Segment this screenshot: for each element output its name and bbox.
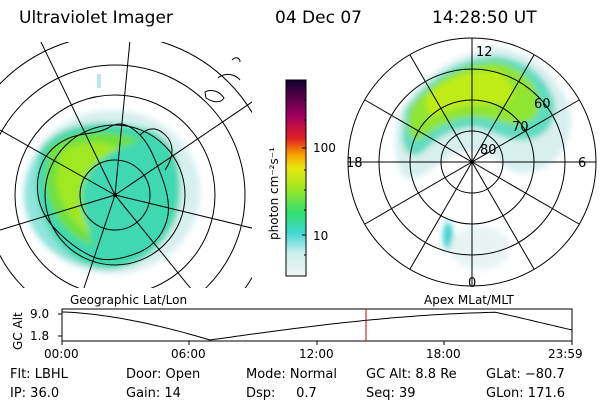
island-outline (204, 89, 225, 103)
mlt-label-0: 0 (468, 276, 477, 291)
colorbar (285, 79, 307, 277)
mlat-label-60: 60 (534, 97, 551, 112)
geographic-caption: Geographic Lat/Lon (70, 293, 188, 307)
altitude-xtick-0000: 00:00 (44, 347, 79, 361)
mlt-meridians (348, 38, 596, 286)
continent-outline (36, 123, 169, 261)
date-label: 04 Dec 07 (275, 8, 362, 28)
altitude-ylabel: GC Alt (11, 312, 25, 350)
mlat-label-70: 70 (512, 120, 529, 135)
info-gc-alt: GC Alt: 8.8 Re (366, 367, 457, 382)
altitude-xtick-2359: 23:59 (548, 347, 583, 361)
pole-marker (113, 193, 117, 197)
mlt-label-6: 6 (578, 156, 587, 171)
emission-spot (97, 74, 101, 88)
altitude-xtick-1200: 12:00 (299, 347, 334, 361)
info-door: Door: Open (126, 367, 201, 382)
mlt-label-12: 12 (476, 45, 493, 60)
altitude-plot (58, 308, 573, 345)
info-dsp: Dsp: 0.7 (246, 386, 317, 401)
info-glat: GLat: −80.7 (486, 367, 565, 382)
info-glon: GLon: 171.6 (486, 386, 566, 401)
geographic-map (0, 42, 252, 288)
mlt-label-18: 18 (346, 156, 363, 171)
altitude-x-ticks (61, 341, 573, 345)
colorbar-tick-10: 10 (313, 229, 329, 243)
altitude-xtick-0600: 06:00 (171, 347, 206, 361)
altitude-ytick-max: 9.0 (30, 307, 50, 321)
info-gain: Gain: 14 (126, 386, 181, 401)
altitude-xtick-1800: 18:00 (426, 347, 461, 361)
aurora-emission-geo (24, 110, 200, 274)
altitude-ytick-min: 1.8 (30, 329, 50, 343)
instrument-title: Ultraviolet Imager (19, 8, 173, 28)
colorbar-tick-100: 100 (313, 141, 336, 155)
magnetic-caption: Apex MLat/MLT (424, 293, 514, 307)
info-seq: Seq: 39 (366, 386, 416, 401)
aurora-emission-mag (395, 48, 571, 270)
mlat-label-80: 80 (480, 143, 497, 158)
info-ip: IP: 36.0 (10, 386, 60, 401)
info-mode: Mode: Normal (246, 367, 337, 382)
info-filter: Flt: LBHL (10, 367, 68, 382)
magnetic-map (347, 37, 597, 287)
time-label: 14:28:50 UT (432, 8, 537, 28)
altitude-curve (61, 311, 573, 341)
altitude-plot-frame (61, 308, 573, 342)
colorbar-unit-label: photon cm⁻²s⁻¹ (267, 147, 281, 240)
geo-meridians (0, 42, 252, 288)
